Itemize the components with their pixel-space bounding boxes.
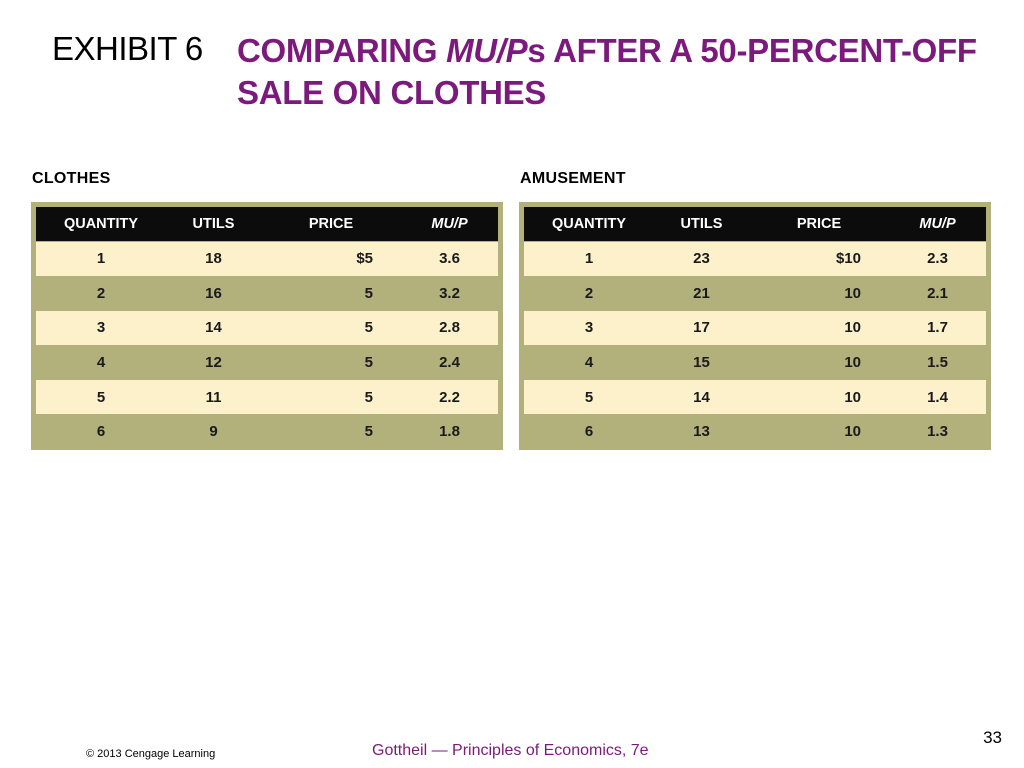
clothes-table-body: 1 18 $5 3.6 2 16 5 3.2 3 14 5 2.8 4 12 5 2.4 5 11 5 2.2 6 9 5 1… <box>36 241 498 449</box>
utils-cell: 13 <box>654 414 749 449</box>
table-row: 2 21 10 2.1 <box>524 276 986 311</box>
mu-p-cell: 1.8 <box>401 414 498 449</box>
mu-p-cell: 2.3 <box>889 241 986 277</box>
clothes-table-heading: CLOTHES <box>32 170 111 187</box>
price-cell: 5 <box>261 379 401 415</box>
table-row: 6 13 10 1.3 <box>524 414 986 449</box>
price-cell: $5 <box>261 241 401 277</box>
table-row: 3 17 10 1.7 <box>524 310 986 346</box>
exhibit-label: EXHIBIT 6 <box>52 30 203 67</box>
mu-p-cell: 3.6 <box>401 241 498 277</box>
mu-p-cell: 1.5 <box>889 345 986 380</box>
mu-p-cell: 2.1 <box>889 276 986 311</box>
table-row: 4 15 10 1.5 <box>524 345 986 380</box>
table-row: 1 18 $5 3.6 <box>36 241 498 277</box>
price-cell: 10 <box>749 345 889 380</box>
price-cell: 5 <box>261 414 401 449</box>
quantity-cell: 3 <box>36 310 166 346</box>
price-cell: 5 <box>261 345 401 380</box>
price-cell: 10 <box>749 310 889 346</box>
mu-p-cell: 2.2 <box>401 379 498 415</box>
utils-cell: 14 <box>654 379 749 415</box>
clothes-table: QUANTITY UTILS PRICE MU/P 1 18 $5 3.6 2 16 5 3.… <box>36 207 498 449</box>
table-header-row: QUANTITY UTILS PRICE MU/P <box>36 207 498 242</box>
column-header-quantity: QUANTITY <box>36 207 166 242</box>
quantity-cell: 5 <box>524 379 654 415</box>
utils-cell: 9 <box>166 414 261 449</box>
price-cell: 10 <box>749 276 889 311</box>
utils-cell: 15 <box>654 345 749 380</box>
quantity-cell: 2 <box>524 276 654 311</box>
column-header-quantity: QUANTITY <box>524 207 654 242</box>
clothes-table-panel: QUANTITY UTILS PRICE MU/P 1 18 $5 3.6 2 16 5 3.… <box>31 202 503 450</box>
table-row: 6 9 5 1.8 <box>36 414 498 449</box>
quantity-cell: 2 <box>36 276 166 311</box>
amusement-table-panel: QUANTITY UTILS PRICE MU/P 1 23 $10 2.3 2 21 10… <box>519 202 991 450</box>
price-cell: 5 <box>261 310 401 346</box>
utils-cell: 18 <box>166 241 261 277</box>
page-number: 33 <box>983 728 1002 747</box>
utils-cell: 12 <box>166 345 261 380</box>
utils-cell: 17 <box>654 310 749 346</box>
title-part-3: s AFTER A 50-PERCENT-OFF SALE ON CLOTHES <box>237 32 977 111</box>
table-row: 5 11 5 2.2 <box>36 379 498 415</box>
table-row: 2 16 5 3.2 <box>36 276 498 311</box>
title-part-1: COMPARING <box>237 32 447 69</box>
title-part-2-italic: MU/P <box>446 32 528 69</box>
utils-cell: 16 <box>166 276 261 311</box>
utils-cell: 21 <box>654 276 749 311</box>
price-cell: 10 <box>749 414 889 449</box>
quantity-cell: 3 <box>524 310 654 346</box>
mu-p-cell: 1.3 <box>889 414 986 449</box>
column-header-mu-p: MU/P <box>401 207 498 242</box>
copyright-notice: © 2013 Cengage Learning <box>86 748 216 760</box>
utils-cell: 11 <box>166 379 261 415</box>
quantity-cell: 1 <box>36 241 166 277</box>
mu-p-cell: 1.7 <box>889 310 986 346</box>
column-header-price: PRICE <box>261 207 401 242</box>
footer-book-title: Gottheil — Principles of Economics, 7e <box>372 742 649 759</box>
column-header-price: PRICE <box>749 207 889 242</box>
quantity-cell: 5 <box>36 379 166 415</box>
slide-title: COMPARING MU/Ps AFTER A 50-PERCENT-OFF S… <box>237 30 987 114</box>
amusement-table: QUANTITY UTILS PRICE MU/P 1 23 $10 2.3 2 21 10… <box>524 207 986 449</box>
price-cell: $10 <box>749 241 889 277</box>
utils-cell: 23 <box>654 241 749 277</box>
quantity-cell: 1 <box>524 241 654 277</box>
table-row: 4 12 5 2.4 <box>36 345 498 380</box>
table-row: 5 14 10 1.4 <box>524 379 986 415</box>
table-row: 1 23 $10 2.3 <box>524 241 986 277</box>
table-header-row: QUANTITY UTILS PRICE MU/P <box>524 207 986 242</box>
quantity-cell: 4 <box>524 345 654 380</box>
price-cell: 10 <box>749 379 889 415</box>
mu-p-cell: 2.8 <box>401 310 498 346</box>
utils-cell: 14 <box>166 310 261 346</box>
column-header-utils: UTILS <box>166 207 261 242</box>
amusement-table-heading: AMUSEMENT <box>520 170 626 187</box>
table-row: 3 14 5 2.8 <box>36 310 498 346</box>
column-header-mu-p: MU/P <box>889 207 986 242</box>
quantity-cell: 6 <box>524 414 654 449</box>
price-cell: 5 <box>261 276 401 311</box>
quantity-cell: 6 <box>36 414 166 449</box>
amusement-table-body: 1 23 $10 2.3 2 21 10 2.1 3 17 10 1.7 4 15 10 1.5 5 14 10 1.… <box>524 241 986 449</box>
column-header-utils: UTILS <box>654 207 749 242</box>
mu-p-cell: 3.2 <box>401 276 498 311</box>
mu-p-cell: 1.4 <box>889 379 986 415</box>
quantity-cell: 4 <box>36 345 166 380</box>
mu-p-cell: 2.4 <box>401 345 498 380</box>
